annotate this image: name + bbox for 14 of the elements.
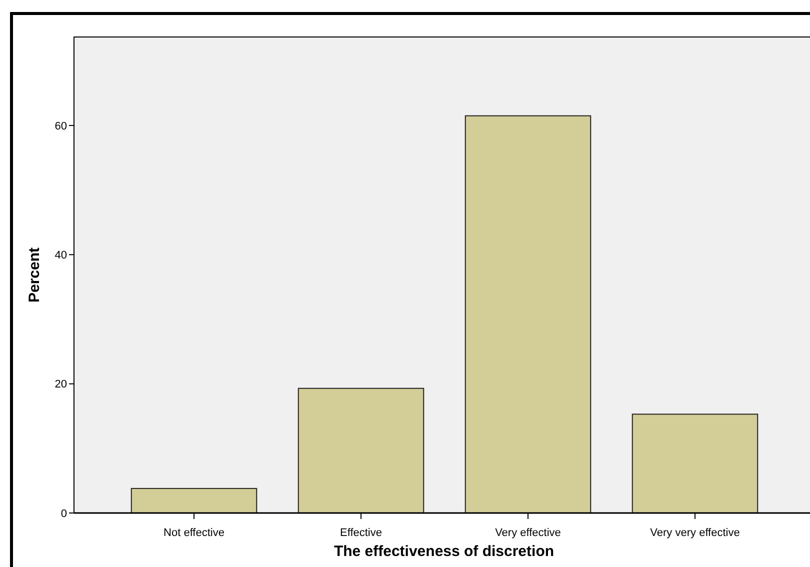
x-tick-label: Very effective <box>495 527 561 539</box>
y-tick-label: 60 <box>54 120 67 132</box>
x-tick-label: Not effective <box>164 527 224 539</box>
x-tick-label: Very very effective <box>650 527 740 539</box>
y-tick-label: 0 <box>60 508 67 520</box>
y-tick-label: 40 <box>54 250 67 262</box>
y-tick-label: 20 <box>54 378 67 391</box>
bar <box>464 115 592 514</box>
bar <box>130 488 258 514</box>
y-axis-title: Percent <box>26 247 43 303</box>
x-tick-label: Effective <box>340 527 382 539</box>
bar <box>632 414 758 514</box>
x-axis-title: The effectiveness of discretion <box>334 543 554 560</box>
bar <box>298 388 424 514</box>
